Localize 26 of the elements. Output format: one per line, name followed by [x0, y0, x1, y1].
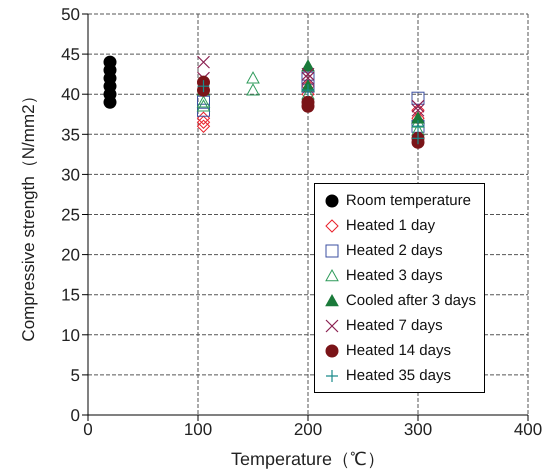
legend-label: Heated 7 days: [346, 317, 443, 334]
x-tick-label: 200: [294, 420, 322, 440]
x-tick-label: 300: [404, 420, 432, 440]
y-tick-label: 15: [61, 286, 80, 305]
legend-label: Heated 14 days: [346, 342, 451, 359]
legend-label: Room temperature: [346, 192, 471, 209]
y-tick-label: 25: [61, 206, 80, 225]
x-tick-label: 100: [184, 420, 212, 440]
y-tick-label: 40: [61, 85, 80, 104]
legend-label: Heated 3 days: [346, 267, 443, 284]
legend-label: Heated 2 days: [346, 242, 443, 259]
y-tick-label: 5: [70, 366, 80, 385]
y-tick-label: 0: [70, 406, 80, 426]
x-tick-label: 0: [83, 420, 93, 440]
y-axis-title: Compressive strength（N/mm2）: [19, 87, 38, 342]
y-tick-label: 50: [61, 5, 80, 24]
y-tick-label: 30: [61, 165, 80, 184]
legend-label: Cooled after 3 days: [346, 292, 476, 309]
x-axis-title: Temperature（℃）: [230, 449, 386, 469]
y-tick-label: 10: [61, 326, 80, 345]
y-tick-label: 20: [61, 246, 80, 265]
legend-label: Heated 1 day: [346, 217, 436, 234]
x-tick-label: 400: [514, 420, 542, 440]
y-tick-label: 45: [61, 45, 80, 64]
y-tick-label: 35: [61, 125, 80, 144]
legend-label: Heated 35 days: [346, 367, 451, 384]
